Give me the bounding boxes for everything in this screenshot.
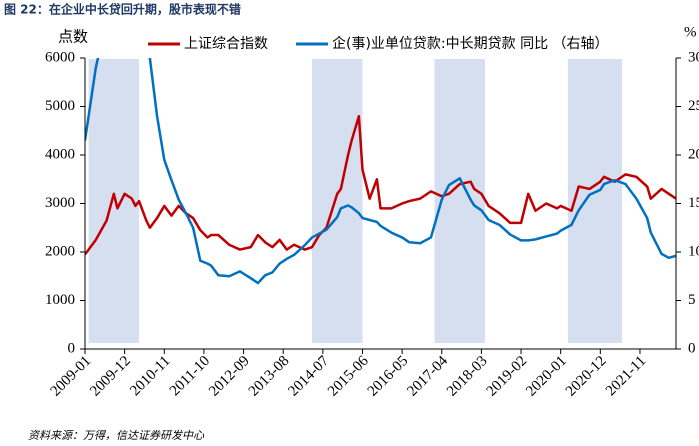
x-tick-label: 2019-02 [484,353,531,400]
shaded-period [88,59,140,343]
legend-label: 上证综合指数 [184,36,268,52]
y2-tick-label: 0 [688,340,696,356]
shaded-period [567,59,622,343]
y2-tick-label: 25 [688,98,699,114]
shading [88,59,622,343]
source: 资料来源：万得，信达证券研发中心 [28,429,205,442]
x-tick-label: 2020-01 [523,353,570,400]
legend-label: 企(事)业单位贷款:中长期贷款 同比 （右轴） [332,35,609,52]
x-tick-label: 2016-05 [365,353,412,400]
x-tick-label: 2009-12 [87,353,134,400]
y2-tick-label: 10 [688,243,699,259]
shaded-period [434,59,486,343]
plot-area [85,58,676,285]
y2-tick-label: 15 [688,195,699,211]
x-tick-label: 2021-11 [603,353,649,399]
y-tick-label: 1000 [45,292,75,308]
y-axis-label: 点数 [58,28,88,45]
y2-tick-label: 5 [688,292,696,308]
y-tick-label: 6000 [45,49,75,65]
y-tick-label: 0 [68,340,76,356]
y2-axis-label: % [684,24,697,40]
y-tick-label: 5000 [45,98,75,114]
x-tick-label: 2009-01 [48,353,95,400]
y-tick-label: 3000 [45,195,75,211]
y2-tick-label: 20 [688,146,699,162]
x-tick-label: 2015-06 [325,353,372,400]
x-tick-label: 2014-07 [285,353,332,400]
chart-title: 图 22：在企业中长贷回升期，股市表现不错 [4,2,241,17]
x-tick-label: 2011-10 [167,353,213,399]
shaded-period [312,59,363,343]
x-tick-label: 2010-11 [127,353,173,399]
line-series [85,114,676,256]
y-tick-label: 4000 [45,146,75,162]
x-tick-label: 2017-04 [404,353,451,400]
x-tick-label: 2020-12 [563,353,610,400]
x-tick-label: 2018-03 [444,353,491,400]
y2-tick-label: 30 [688,49,699,65]
y-tick-label: 2000 [45,243,75,259]
x-tick-label: 2013-08 [246,353,293,400]
line-series [85,58,676,285]
x-tick-label: 2012-09 [206,353,253,400]
